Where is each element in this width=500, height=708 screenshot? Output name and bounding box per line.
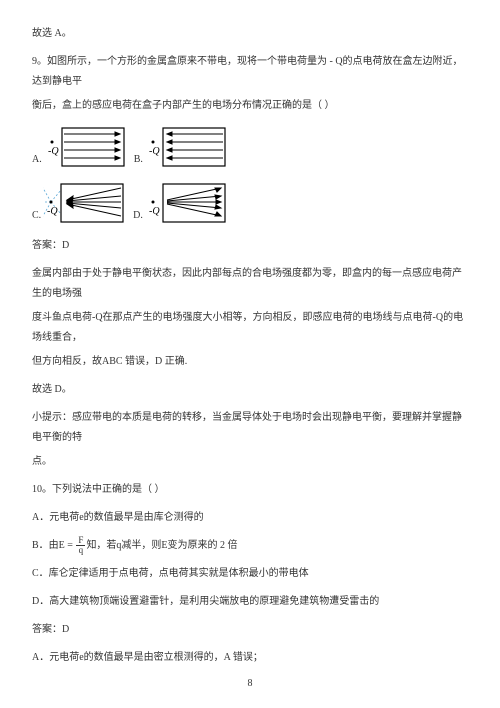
q9-hint-2: 点。 <box>32 452 468 472</box>
option-label-b: B. <box>134 150 143 172</box>
option-label-c: C. <box>32 206 41 228</box>
q9-explain-2: 度斗鱼点电荷-Q在那点产生的电场强度大小相等，方向相反，即感应电荷的电场线与点电… <box>32 308 468 348</box>
q10-optB-post: 知，若q减半，则E变为原来的 2 倍 <box>86 540 237 551</box>
fraction-den: q <box>76 546 85 555</box>
q9-option-b: B. -Q <box>134 124 229 172</box>
option-label-a: A. <box>32 150 42 172</box>
q9-diagram-row-2: C. -Q D. -Q <box>32 180 468 228</box>
diagram-d: -Q <box>145 180 229 228</box>
q9-diagram-row-1: A. -Q B. -Q <box>32 124 468 172</box>
page-number: 8 <box>0 674 500 694</box>
q9-option-a: A. -Q <box>32 124 128 172</box>
prev-answer-line: 故选 A。 <box>32 24 468 44</box>
q10-option-b: B．由E = Fq知，若q减半，则E变为原来的 2 倍 <box>32 536 468 556</box>
svg-text:-Q: -Q <box>47 206 58 217</box>
q9-conclude: 故选 D。 <box>32 380 468 400</box>
option-label-d: D. <box>133 206 143 228</box>
diagram-b: -Q <box>145 124 229 172</box>
q10-explain-a: A．元电荷e的数值最早是由密立根测得的，A 错误； <box>32 648 468 668</box>
diagram-c: -Q <box>43 180 127 228</box>
q10-option-c: C．库仑定律适用于点电荷，点电荷其实就是体积最小的带电体 <box>32 564 468 584</box>
q9-option-d: D. -Q <box>133 180 229 228</box>
q9-stem-line1: 9。如图所示，一个方形的金属盒原来不带电，现将一个带电荷量为 - Q的点电荷放在… <box>32 52 468 92</box>
q10-option-d: D．高大建筑物顶端设置避雷针，是利用尖端放电的原理避免建筑物遭受雷击的 <box>32 592 468 612</box>
diagram-a: -Q <box>44 124 128 172</box>
q9-answer: 答案：D <box>32 236 468 256</box>
q9-explain-1: 金属内部由于处于静电平衡状态，因此内部每点的合电场强度都为零，即盒内的每一点感应… <box>32 264 468 304</box>
q9-hint-1: 小提示：感应带电的本质是电荷的转移，当金属导体处于电场时会出现静电平衡，要理解并… <box>32 408 468 448</box>
svg-text:-Q: -Q <box>48 146 59 157</box>
fraction-icon: Fq <box>76 536 85 555</box>
q10-option-a: A．元电荷e的数值最早是由库仑测得的 <box>32 508 468 528</box>
q10-answer: 答案：D <box>32 620 468 640</box>
svg-text:-Q: -Q <box>149 146 160 157</box>
q9-stem-line2: 衡后，盒上的感应电荷在盒子内部产生的电场分布情况正确的是（ ） <box>32 96 468 116</box>
q10-optB-pre: B．由E = <box>32 540 75 551</box>
svg-text:-Q: -Q <box>149 206 160 217</box>
q10-stem: 10。下列说法中正确的是（ ） <box>32 480 468 500</box>
q9-option-c: C. -Q <box>32 180 127 228</box>
q9-explain-3: 但方向相反，故ABC 错误，D 正确. <box>32 352 468 372</box>
